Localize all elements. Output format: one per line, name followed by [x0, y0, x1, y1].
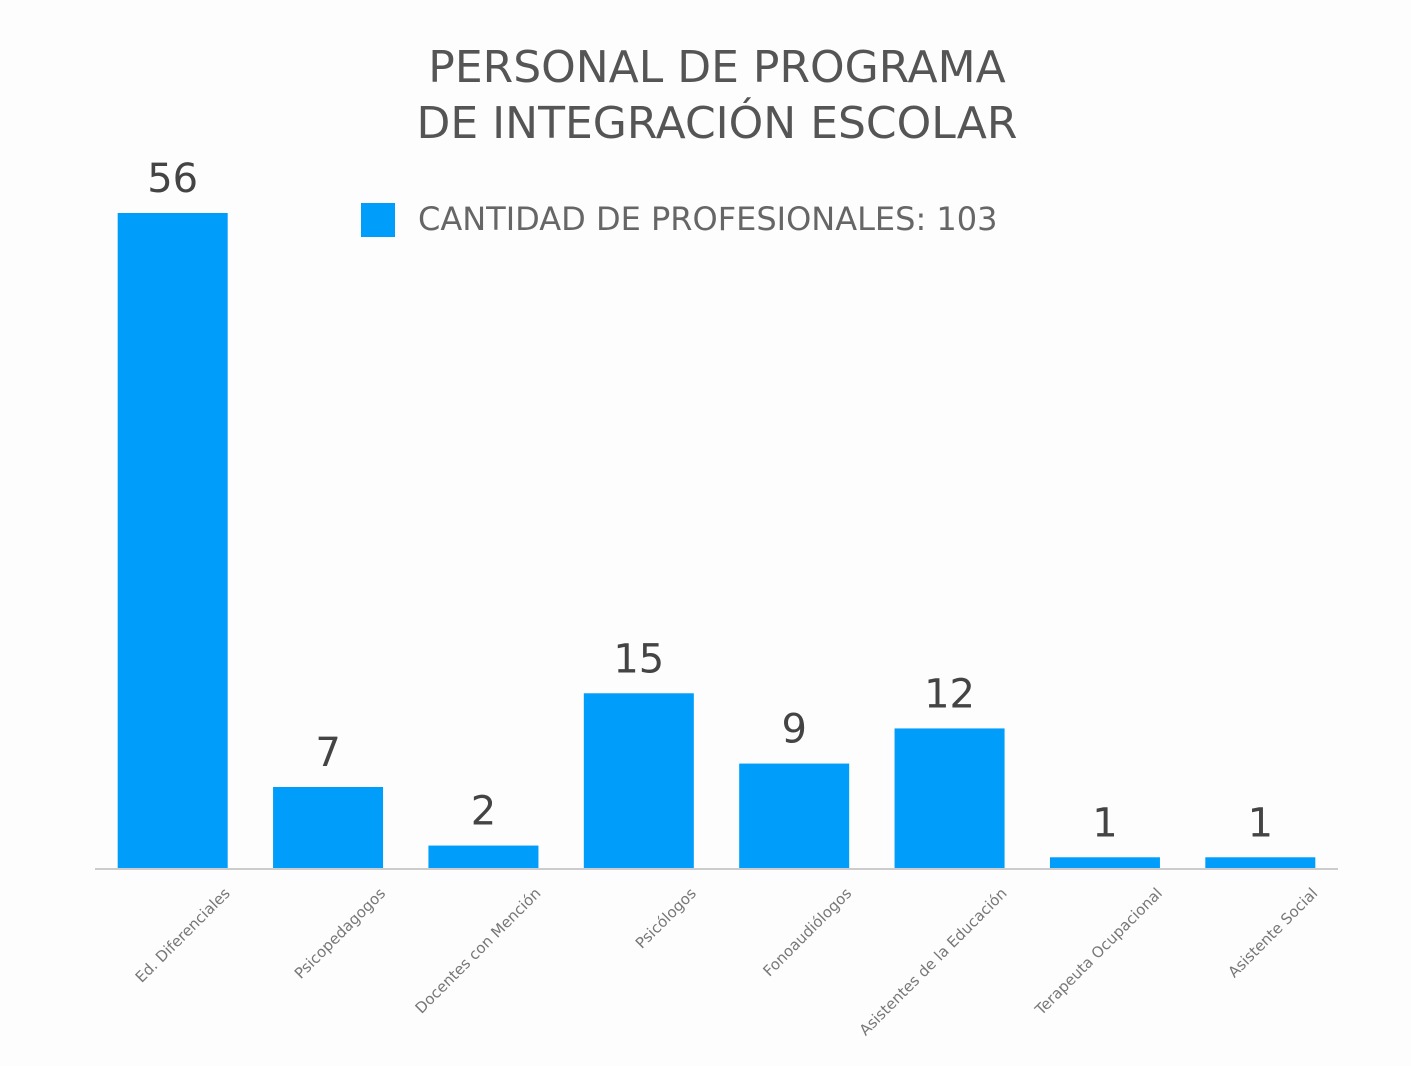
- x-tick-label: Psicólogos: [632, 884, 700, 952]
- bar: [894, 728, 1005, 869]
- x-tick-label: Terapeuta Ocupacional: [1031, 884, 1166, 1019]
- x-tick-label: Docentes con Mención: [412, 884, 545, 1017]
- value-label: 56: [147, 156, 198, 202]
- value-label: 12: [924, 671, 975, 717]
- value-label: 2: [471, 789, 496, 835]
- x-tick-label: Psicopedagogos: [291, 884, 389, 982]
- bar: [117, 213, 228, 869]
- legend-swatch: [361, 203, 395, 237]
- chart-title: DE INTEGRACIÓN ESCOLAR: [417, 96, 1018, 149]
- value-label: 9: [781, 707, 806, 753]
- x-tick-label: Asistentes de la Educación: [856, 884, 1011, 1039]
- bar: [583, 693, 694, 869]
- legend-label: CANTIDAD DE PROFESIONALES: 103: [418, 200, 997, 238]
- bar: [1205, 857, 1316, 869]
- x-tick-label: Asistente Social: [1224, 884, 1321, 981]
- bar: [428, 845, 539, 869]
- x-tick-label: Fonoaudiólogos: [759, 884, 855, 980]
- bar: [1049, 857, 1160, 869]
- bar: [273, 787, 384, 869]
- value-label: 1: [1248, 800, 1273, 846]
- bar: [739, 763, 850, 869]
- x-tick-label: Ed. Diferenciales: [132, 884, 234, 986]
- value-label: 15: [613, 636, 664, 682]
- value-label: 7: [315, 730, 340, 776]
- value-label: 1: [1092, 800, 1117, 846]
- chart-title: PERSONAL DE PROGRAMA: [428, 42, 1005, 93]
